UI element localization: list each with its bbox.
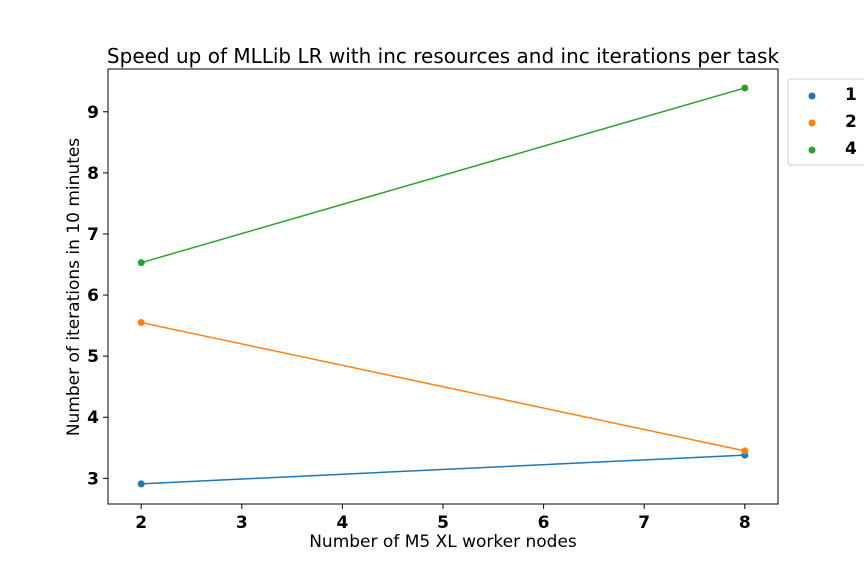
y-tick-label: 5 bbox=[87, 347, 99, 367]
x-tick-label: 7 bbox=[638, 513, 650, 533]
legend-frame bbox=[787, 78, 864, 166]
data-point-series-2 bbox=[137, 319, 145, 327]
x-axis: 2 3 4 5 6 7 8 bbox=[135, 504, 751, 533]
legend-label: 2 bbox=[845, 112, 857, 132]
series-line-1 bbox=[141, 454, 745, 485]
plot-area: 2 3 4 5 6 7 8 3 4 5 6 7 8 9 bbox=[87, 68, 779, 533]
legend-label: 1 bbox=[845, 85, 857, 105]
legend-label: 4 bbox=[845, 139, 857, 159]
data-point-series-4 bbox=[137, 259, 145, 267]
series-line-4 bbox=[140, 87, 746, 264]
y-axis-label: Number of iterations in 10 minutes bbox=[64, 138, 84, 436]
y-tick-label: 9 bbox=[87, 103, 99, 123]
chart-title: Speed up of MLLib LR with inc resources … bbox=[107, 44, 780, 68]
y-tick-label: 3 bbox=[87, 469, 99, 489]
x-axis-label: Number of M5 XL worker nodes bbox=[309, 532, 577, 552]
legend: 1 2 4 bbox=[787, 78, 864, 166]
y-tick-label: 8 bbox=[87, 164, 99, 184]
x-tick-label: 5 bbox=[437, 513, 449, 533]
series-line-2 bbox=[141, 321, 745, 452]
y-tick-label: 4 bbox=[87, 408, 99, 428]
legend-marker-1 bbox=[808, 92, 816, 100]
y-tick-label: 6 bbox=[87, 286, 99, 306]
x-tick-label: 4 bbox=[336, 513, 348, 533]
data-point-series-2 bbox=[741, 447, 749, 455]
legend-marker-4 bbox=[808, 146, 816, 154]
x-tick-label: 8 bbox=[739, 513, 751, 533]
y-axis: 3 4 5 6 7 8 9 bbox=[87, 103, 108, 489]
data-point-series-1 bbox=[137, 480, 145, 488]
x-tick-label: 2 bbox=[135, 513, 147, 533]
y-tick-label: 7 bbox=[87, 225, 99, 245]
x-tick-label: 6 bbox=[538, 513, 550, 533]
data-point-series-4 bbox=[741, 84, 749, 92]
x-tick-label: 3 bbox=[236, 513, 248, 533]
series-layer bbox=[137, 84, 749, 488]
plot-frame bbox=[107, 68, 779, 505]
legend-marker-2 bbox=[808, 119, 816, 127]
